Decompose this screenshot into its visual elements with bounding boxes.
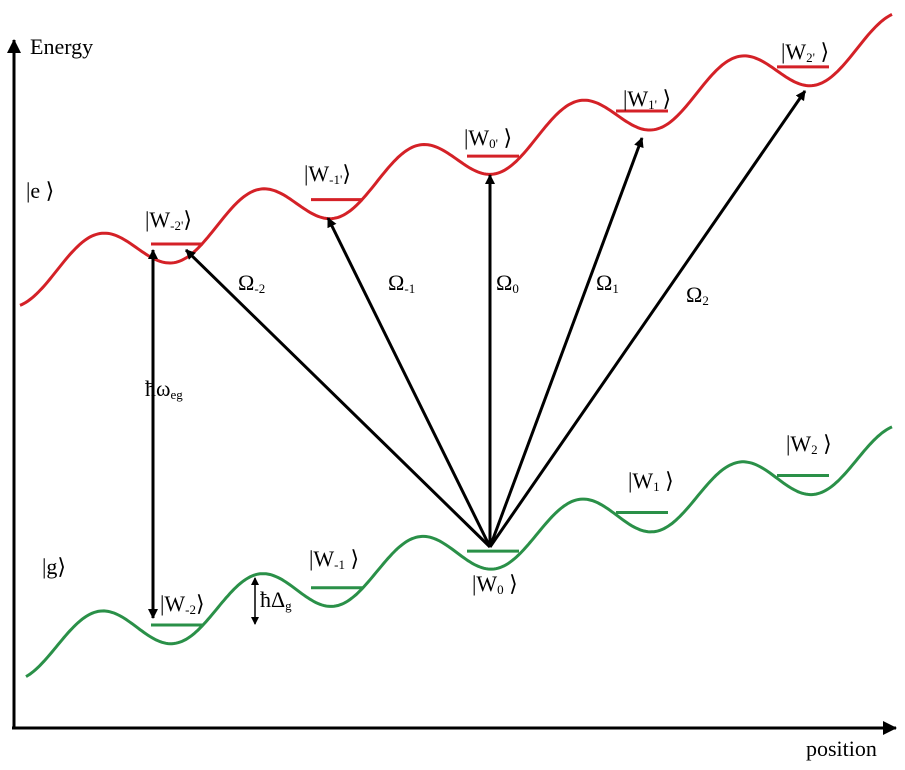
excited-well-label: |W0' ⟩ xyxy=(464,125,513,151)
ground-state-label: |g⟩ xyxy=(42,554,66,579)
excited-state-potential xyxy=(19,13,893,307)
excited-well-label: |W2' ⟩ xyxy=(781,39,830,65)
ground-well-label: |W0 ⟩ xyxy=(472,571,518,597)
ground-well-label: |W-1 ⟩ xyxy=(309,546,360,572)
excited-well-label: |W1' ⟩ xyxy=(623,86,672,112)
position-axis-label: position xyxy=(806,736,877,761)
coupling-arrow xyxy=(184,248,492,549)
coupling-arrow xyxy=(488,137,644,548)
rabi-frequency-label: Ω-1 xyxy=(388,270,416,296)
ground-well-label: |W2 ⟩ xyxy=(786,431,832,457)
rabi-frequency-label: Ω1 xyxy=(596,270,619,296)
coupling-arrow xyxy=(326,217,492,548)
level-spacing-label: ħΔg xyxy=(260,587,292,613)
ground-state-potential xyxy=(25,425,893,678)
rabi-frequency-label: Ω0 xyxy=(496,270,519,296)
excited-state-label: |e ⟩ xyxy=(26,178,55,203)
energy-axis-label: Energy xyxy=(30,34,94,59)
rabi-frequency-label: Ω-2 xyxy=(238,270,266,296)
excited-well-label: |W-2'⟩ xyxy=(145,207,192,233)
ground-well-label: |W1 ⟩ xyxy=(628,468,674,494)
ground-well-label: |W-2⟩ xyxy=(160,591,205,617)
coupling-arrow xyxy=(488,90,807,548)
rabi-frequency-label: Ω2 xyxy=(686,282,709,308)
excited-well-label: |W-1'⟩ xyxy=(304,161,351,187)
transition-energy-label: ħωeg xyxy=(145,376,183,402)
